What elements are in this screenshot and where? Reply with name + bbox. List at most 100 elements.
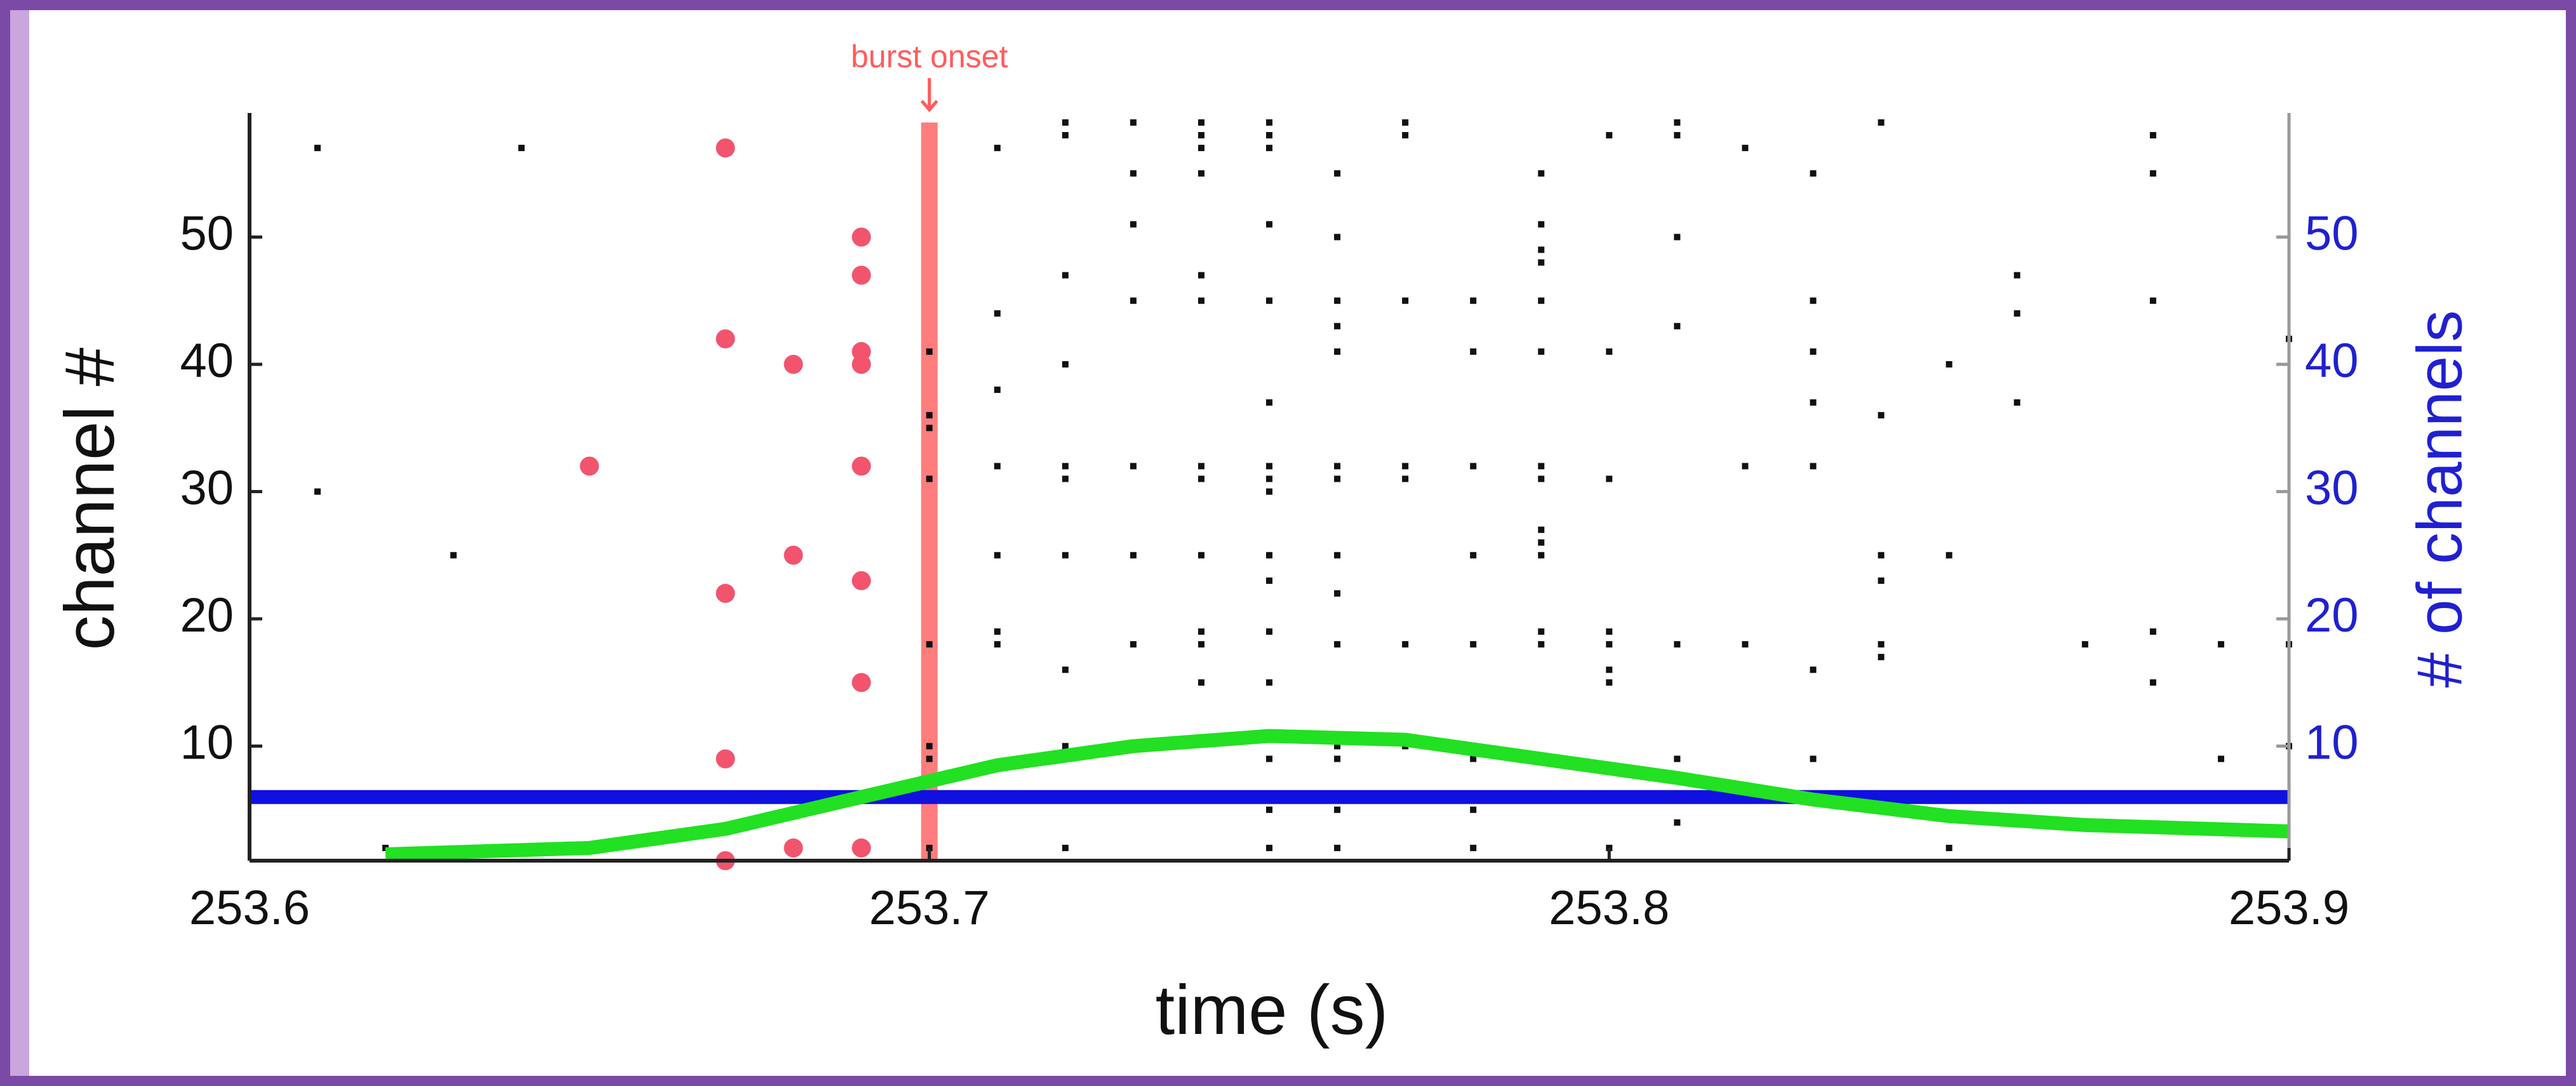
point	[784, 838, 803, 858]
point	[1198, 679, 1205, 686]
point	[1266, 132, 1272, 139]
point	[926, 348, 933, 355]
point	[1538, 475, 1545, 482]
point	[1062, 743, 1069, 750]
point	[1538, 641, 1545, 648]
point	[1266, 145, 1272, 152]
point	[1470, 552, 1477, 559]
point	[2149, 132, 2156, 139]
point	[994, 641, 1001, 648]
point	[1266, 399, 1272, 406]
point	[1606, 132, 1613, 139]
point	[1198, 145, 1205, 152]
y2-tick-label: 30	[2305, 461, 2359, 515]
point	[994, 310, 1001, 317]
point	[1198, 170, 1205, 177]
point	[1130, 170, 1137, 177]
point	[1674, 322, 1681, 329]
point	[1198, 132, 1205, 139]
point	[1334, 322, 1341, 329]
x-tick-label: 253.6	[189, 881, 310, 935]
annotation: burst onset	[851, 39, 1008, 74]
point	[1878, 641, 1885, 648]
point	[784, 354, 803, 374]
point	[1334, 590, 1341, 597]
point	[1334, 641, 1341, 648]
point	[1538, 246, 1545, 253]
point	[1334, 348, 1341, 355]
point	[1878, 654, 1885, 661]
point	[1198, 463, 1205, 470]
y-tick-label: 20	[180, 588, 234, 642]
point	[851, 673, 871, 692]
point	[851, 227, 871, 247]
point	[2013, 310, 2020, 317]
point	[1266, 577, 1272, 584]
point	[1470, 755, 1477, 762]
point	[1810, 348, 1817, 355]
point	[2013, 399, 2020, 406]
point	[1198, 119, 1205, 126]
point	[1062, 119, 1069, 126]
point	[518, 145, 525, 152]
point	[1470, 348, 1477, 355]
point	[1402, 132, 1409, 139]
point	[926, 641, 933, 648]
point	[1266, 297, 1272, 304]
point	[1334, 806, 1341, 813]
point	[994, 628, 1001, 635]
point	[1606, 641, 1613, 648]
point	[1606, 666, 1613, 673]
point	[1606, 679, 1613, 686]
point	[1062, 666, 1069, 673]
point	[1130, 119, 1137, 126]
annotation-arrow	[920, 78, 938, 112]
point	[1470, 463, 1477, 470]
point	[1130, 641, 1137, 648]
point	[2217, 641, 2224, 648]
point	[1266, 806, 1272, 813]
point	[1334, 755, 1341, 762]
point	[1266, 475, 1272, 482]
y2-tick-label: 20	[2305, 588, 2359, 642]
point	[1810, 666, 1817, 673]
onset-line	[921, 123, 938, 861]
point	[450, 552, 457, 559]
point	[1878, 577, 1885, 584]
point	[851, 456, 871, 476]
point	[1334, 552, 1341, 559]
point	[1538, 463, 1545, 470]
point	[1130, 221, 1137, 228]
point	[1538, 259, 1545, 266]
point	[1334, 170, 1341, 177]
point	[926, 412, 933, 419]
y-tick-label: 10	[180, 716, 234, 770]
point	[851, 265, 871, 285]
panel	[29, 10, 2566, 1076]
point	[1945, 552, 1952, 559]
x-axis-label: time (s)	[1156, 971, 1389, 1049]
point	[716, 583, 735, 603]
x-tick-label: 253.9	[2229, 881, 2349, 935]
point	[1334, 475, 1341, 482]
y-tick-label: 30	[180, 461, 234, 515]
point	[1470, 844, 1477, 851]
point	[1538, 539, 1545, 546]
point	[1334, 234, 1341, 241]
point	[1266, 221, 1272, 228]
series-line	[385, 729, 2290, 861]
y-tick-label: 50	[180, 207, 234, 261]
point	[1674, 234, 1681, 241]
point	[1538, 221, 1545, 228]
point	[1402, 119, 1409, 126]
point	[1266, 679, 1272, 686]
point	[1402, 641, 1409, 648]
point	[1334, 463, 1341, 470]
point	[1198, 552, 1205, 559]
point	[2013, 272, 2020, 279]
point	[1402, 475, 1409, 482]
point	[994, 145, 1001, 152]
point	[1470, 297, 1477, 304]
